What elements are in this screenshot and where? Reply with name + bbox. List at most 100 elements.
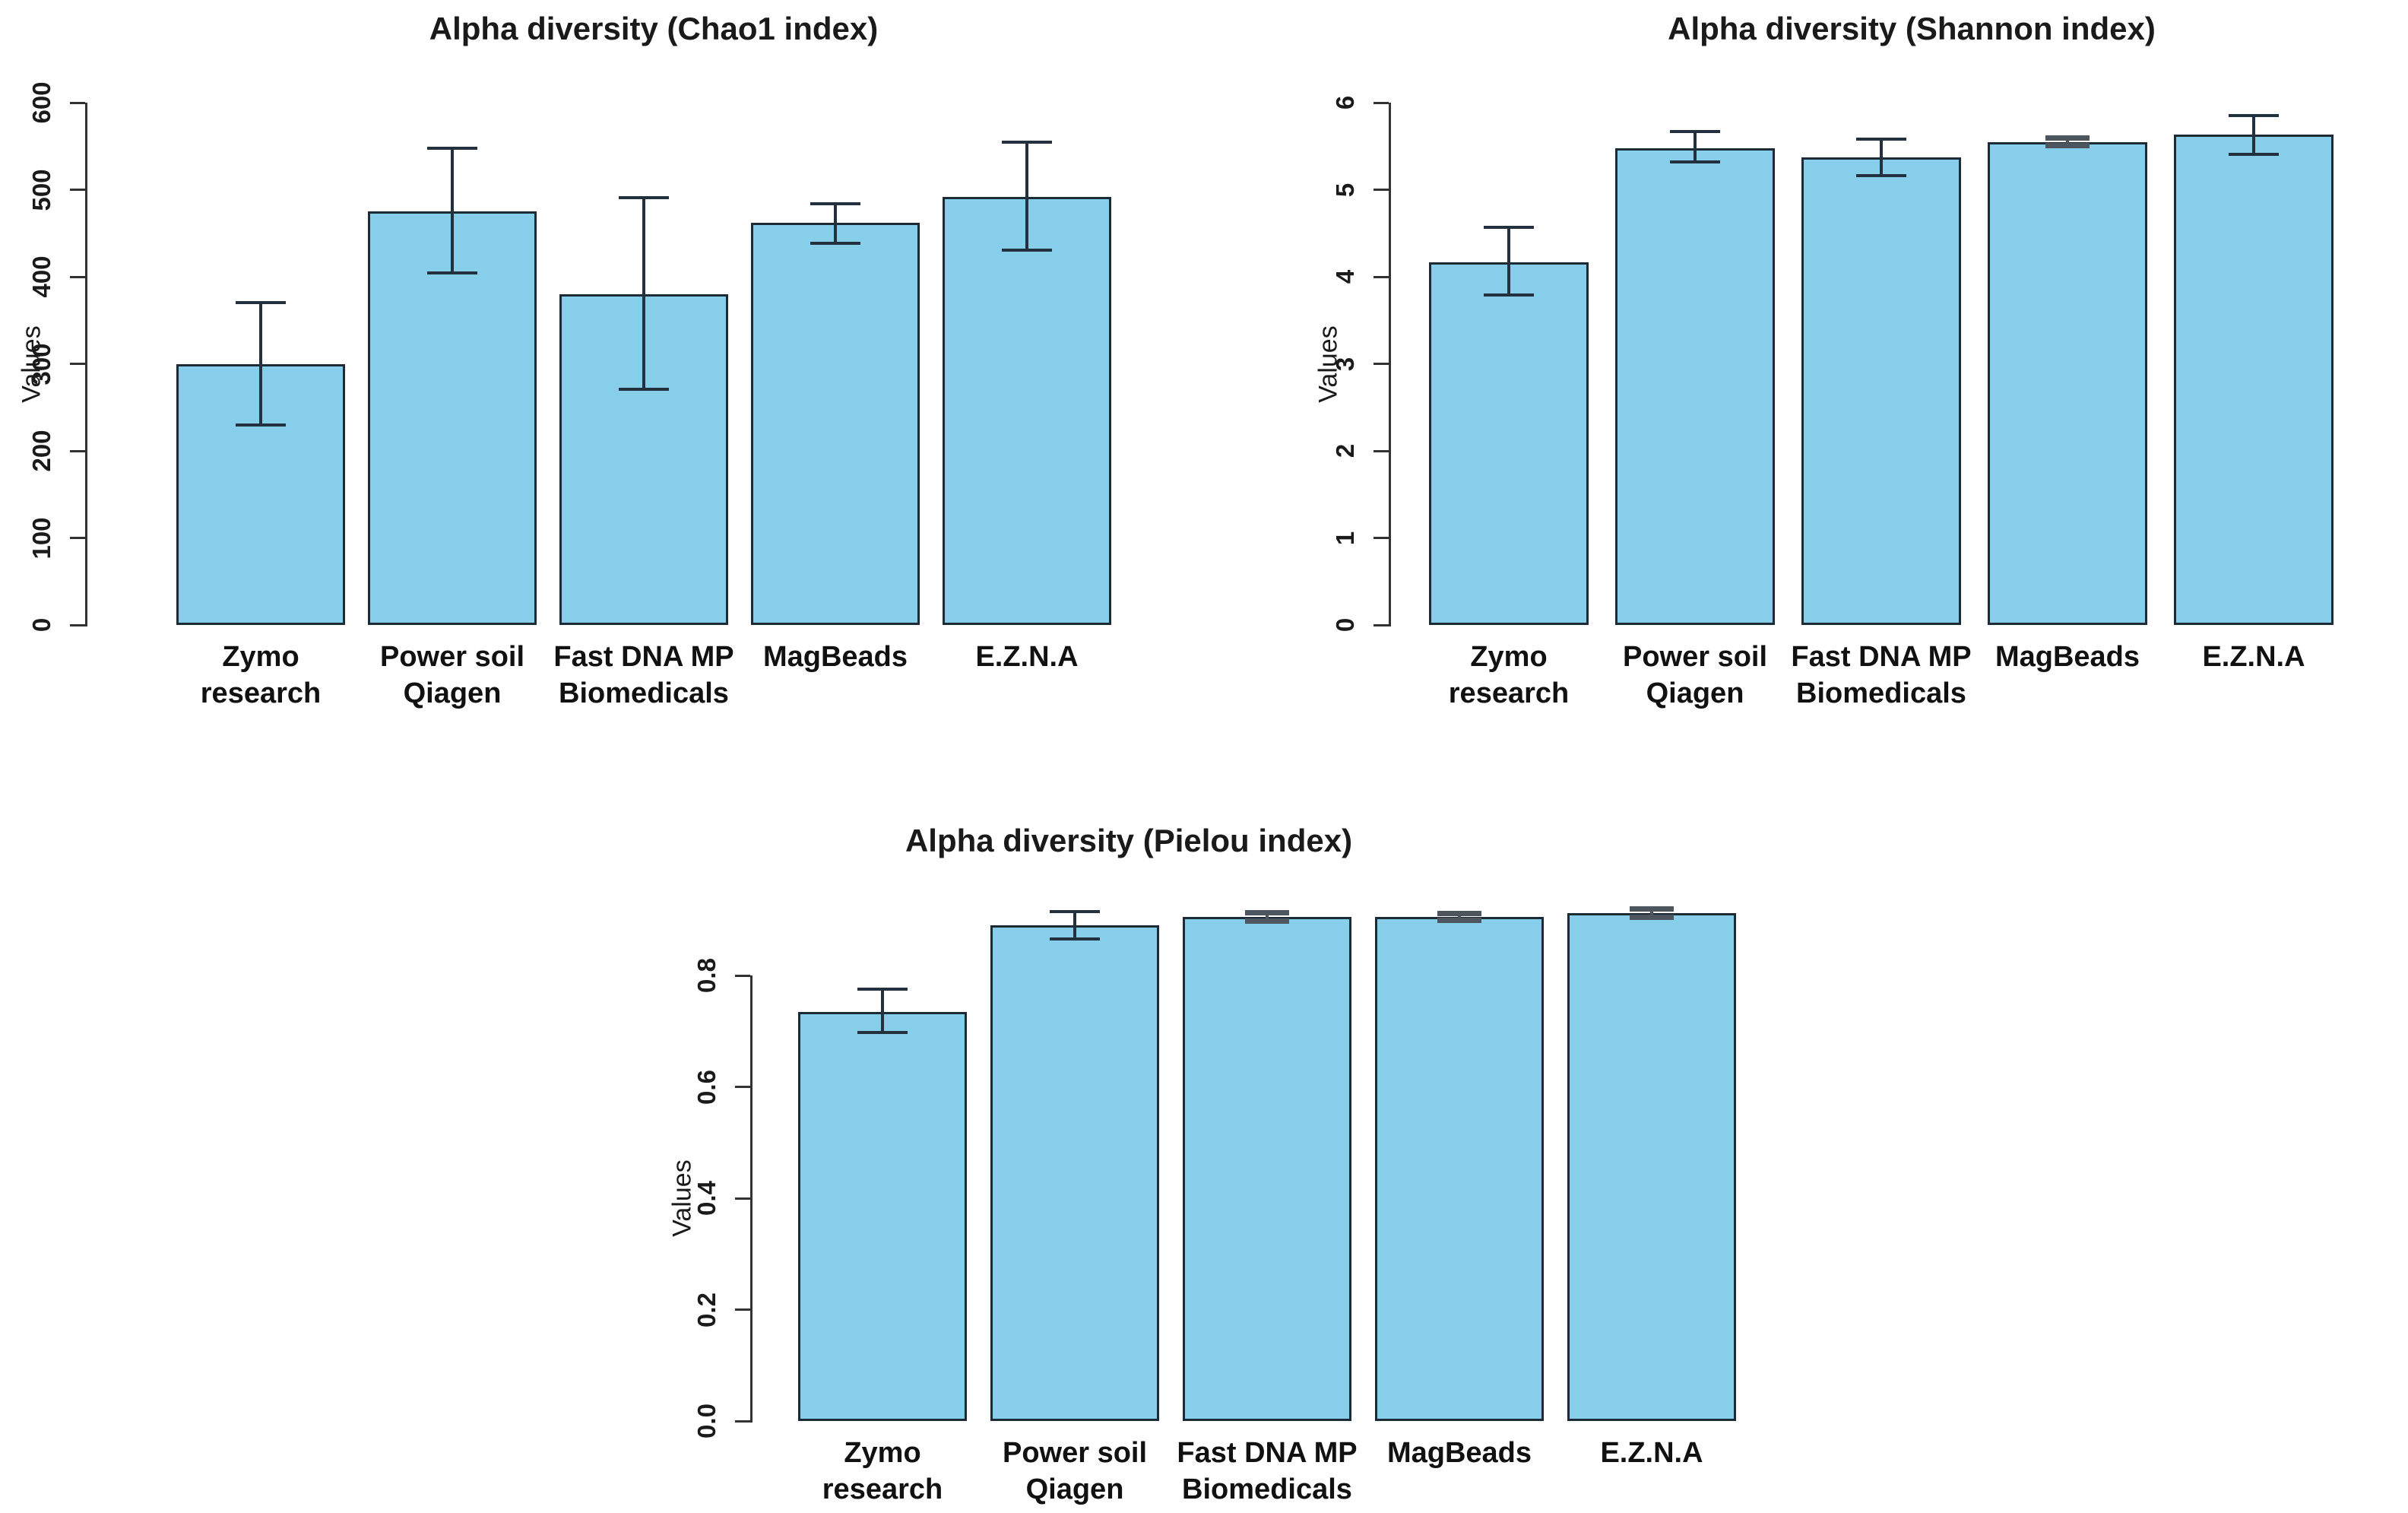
error-cap-bottom-fast-dna-mp-biomedicals <box>1856 174 1906 178</box>
error-cap-top-fast-dna-mp-biomedicals <box>1245 909 1289 915</box>
y-tick-mark <box>1374 449 1389 452</box>
chart-title: Alpha diversity (Pielou index) <box>905 823 1353 858</box>
x-label-fast-dna-mp-biomedicals: Fast DNA MP Biomedicals <box>553 641 734 709</box>
x-label-fast-dna-mp-biomedicals: Fast DNA MP Biomedicals <box>1791 641 1972 709</box>
error-cap-bottom-zymo-research <box>236 423 286 427</box>
y-tick-label: 3 <box>1331 357 1359 371</box>
error-cap-top-magbeads <box>2045 135 2090 141</box>
y-tick-mark <box>70 275 85 278</box>
y-tick-mark <box>1374 623 1389 626</box>
y-tick-label: 2 <box>1331 443 1359 458</box>
y-tick-mark <box>1374 537 1389 539</box>
y-tick-mark <box>70 623 85 626</box>
chart-title: Alpha diversity (Shannon index) <box>1668 11 2156 46</box>
y-tick-label: 4 <box>1331 269 1359 284</box>
error-cap-top-magbeads <box>1437 911 1481 917</box>
error-bar-e-z-n-a <box>1650 909 1653 918</box>
y-tick-label: 0.6 <box>692 1069 721 1105</box>
y-axis-line <box>750 975 752 1423</box>
x-label-e-z-n-a: E.Z.N.A <box>2202 641 2305 673</box>
y-tick-mark <box>735 1086 750 1088</box>
x-label-zymo-research: Zymo research <box>822 1437 943 1505</box>
y-tick-label: 0.2 <box>692 1292 721 1327</box>
error-cap-top-e-z-n-a <box>1630 906 1674 912</box>
error-bar-power-soil-qiagen <box>1694 131 1697 162</box>
error-cap-top-zymo-research <box>857 988 908 991</box>
y-tick-mark <box>735 1197 750 1200</box>
x-label-e-z-n-a: E.Z.N.A <box>975 641 1079 673</box>
error-cap-top-fast-dna-mp-biomedicals <box>619 195 669 199</box>
x-label-zymo-research: Zymo research <box>1448 641 1570 709</box>
y-tick-mark <box>70 449 85 452</box>
error-cap-top-e-z-n-a <box>2229 114 2279 118</box>
bar-magbeads <box>1375 917 1544 1421</box>
error-bar-zymo-research <box>881 989 884 1033</box>
error-bar-e-z-n-a <box>2252 116 2255 154</box>
error-bar-magbeads <box>834 203 837 244</box>
error-cap-top-power-soil-qiagen <box>427 146 477 150</box>
error-bar-magbeads <box>1458 913 1461 921</box>
y-tick-mark <box>1374 275 1389 278</box>
error-cap-bottom-e-z-n-a <box>2229 152 2279 156</box>
y-tick-mark <box>735 1419 750 1423</box>
bar-e-z-n-a <box>1567 912 1736 1421</box>
bar-magbeads <box>1988 141 2147 625</box>
y-tick-label: 300 <box>27 342 55 385</box>
bar-e-z-n-a <box>943 196 1111 625</box>
bar-magbeads <box>751 223 920 625</box>
bar-power-soil-qiagen <box>990 925 1159 1421</box>
chart-title: Alpha diversity (Chao1 index) <box>429 11 879 46</box>
y-tick-label: 6 <box>1331 95 1359 110</box>
error-bar-power-soil-qiagen <box>1073 911 1076 939</box>
y-tick-label: 0.0 <box>692 1404 721 1438</box>
error-bar-magbeads <box>2066 138 2069 146</box>
bar-power-soil-qiagen <box>368 211 537 625</box>
y-tick-label: 5 <box>1331 182 1359 197</box>
y-tick-mark <box>1374 189 1389 191</box>
error-bar-power-soil-qiagen <box>451 147 454 274</box>
y-tick-label: 0 <box>27 617 55 633</box>
error-cap-top-zymo-research <box>1484 225 1534 229</box>
error-bar-e-z-n-a <box>1025 141 1028 250</box>
error-cap-bottom-e-z-n-a <box>1630 914 1674 920</box>
error-cap-bottom-power-soil-qiagen <box>1670 160 1720 163</box>
error-cap-top-zymo-research <box>236 301 286 305</box>
error-cap-bottom-power-soil-qiagen <box>427 271 477 275</box>
bar-zymo-research <box>798 1011 967 1421</box>
x-label-power-soil-qiagen: Power soil Qiagen <box>1622 641 1768 709</box>
y-tick-label: 0 <box>1331 617 1359 633</box>
error-cap-bottom-magbeads <box>810 242 860 246</box>
error-cap-top-fast-dna-mp-biomedicals <box>1856 138 1906 141</box>
error-cap-bottom-e-z-n-a <box>1002 248 1052 252</box>
y-tick-label: 100 <box>27 516 55 560</box>
error-cap-bottom-magbeads <box>2045 142 2090 148</box>
error-bar-zymo-research <box>259 303 262 425</box>
x-label-power-soil-qiagen: Power soil Qiagen <box>1002 1437 1148 1505</box>
y-tick-label: 1 <box>1331 531 1359 545</box>
error-cap-top-power-soil-qiagen <box>1050 909 1100 913</box>
y-tick-mark <box>1374 363 1389 365</box>
chart-pielou-index: Alpha diversity (Pielou index) Values 0.0 0… <box>654 806 1847 1513</box>
error-cap-bottom-zymo-research <box>1484 293 1534 297</box>
y-tick-label: 0.8 <box>692 958 721 993</box>
error-cap-bottom-fast-dna-mp-biomedicals <box>1245 918 1289 924</box>
y-tick-mark <box>70 537 85 539</box>
y-tick-mark <box>70 363 85 365</box>
error-cap-bottom-fast-dna-mp-biomedicals <box>619 387 669 391</box>
y-tick-mark <box>70 101 85 104</box>
y-tick-label: 200 <box>27 430 55 472</box>
error-cap-top-magbeads <box>810 201 860 205</box>
x-label-magbeads: MagBeads <box>1995 641 2140 673</box>
y-tick-mark <box>1374 101 1389 104</box>
error-cap-top-e-z-n-a <box>1002 140 1052 144</box>
error-bar-fast-dna-mp-biomedicals <box>1880 139 1883 176</box>
x-label-zymo-research: Zymo research <box>200 641 322 709</box>
error-bar-fast-dna-mp-biomedicals <box>642 197 645 389</box>
bar-power-soil-qiagen <box>1615 147 1775 625</box>
y-tick-label: 600 <box>27 81 55 124</box>
error-bar-zymo-research <box>1507 227 1510 296</box>
bar-fast-dna-mp-biomedicals <box>1183 917 1351 1421</box>
y-tick-mark <box>735 974 750 977</box>
y-tick-label: 0.4 <box>692 1181 721 1216</box>
x-label-magbeads: MagBeads <box>762 641 908 673</box>
